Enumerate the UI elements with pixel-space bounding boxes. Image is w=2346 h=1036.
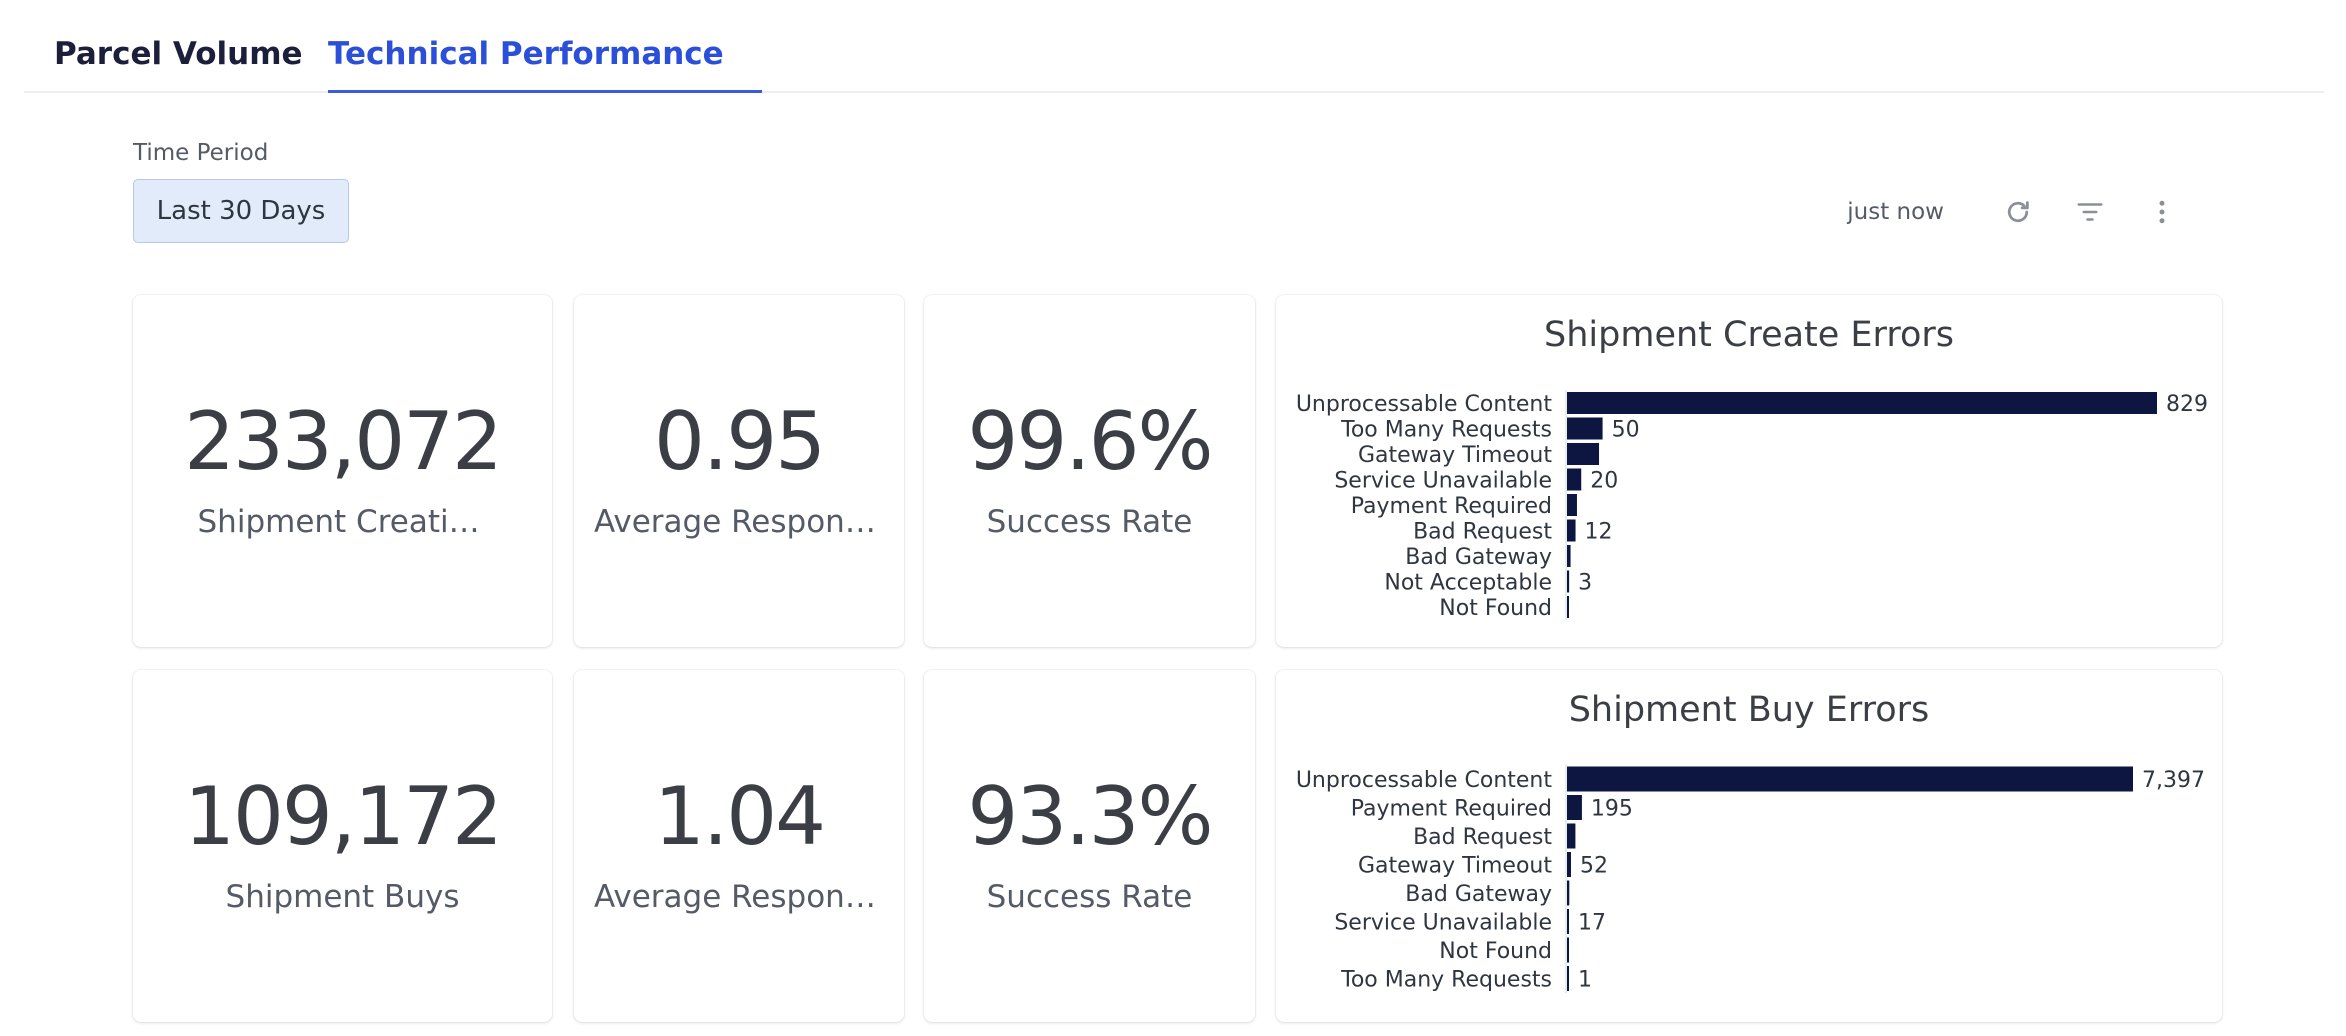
bar [1567, 468, 1582, 491]
data-label: 195 [1591, 797, 1633, 822]
last-updated-text: just now [1847, 199, 1944, 225]
bar [1567, 596, 1569, 618]
bar [1567, 823, 1576, 849]
kpi-label: Average Response... [594, 879, 884, 915]
category-label: Too Many Requests [1340, 418, 1552, 443]
bar [1567, 795, 1582, 820]
tab-technical-performance[interactable]: Technical Performance [328, 36, 762, 93]
category-label: Not Acceptable [1384, 571, 1552, 596]
category-label: Too Many Requests [1340, 968, 1552, 993]
category-label: Service Unavailable [1334, 911, 1552, 936]
kpi-card-create-success: 99.6% Success Rate [924, 295, 1255, 647]
kpi-value: 1.04 [653, 770, 826, 863]
time-period-select[interactable]: Last 30 Days [133, 179, 349, 243]
kpi-card-create-response: 0.95 Average Response... [574, 295, 904, 647]
bar [1567, 545, 1571, 567]
bar [1567, 570, 1570, 593]
kpi-value: 109,172 [184, 770, 503, 863]
data-label: 3 [1578, 571, 1592, 596]
kpi-value: 233,072 [184, 395, 503, 488]
bar [1567, 392, 2157, 414]
refresh-icon[interactable] [1996, 190, 2040, 234]
bar [1567, 417, 1603, 440]
category-label: Bad Gateway [1405, 882, 1552, 907]
category-label: Unprocessable Content [1296, 392, 1553, 417]
data-label: 1 [1578, 968, 1592, 993]
filter-icon[interactable] [2068, 190, 2112, 234]
data-label: 17 [1578, 911, 1606, 936]
more-vertical-icon[interactable] [2140, 190, 2184, 234]
data-label: 829 [2166, 392, 2208, 417]
bar [1567, 519, 1576, 542]
chart-title: Shipment Create Errors [1544, 315, 1954, 355]
chart-title: Shipment Buy Errors [1568, 690, 1930, 730]
category-label: Bad Request [1413, 825, 1552, 850]
time-period-label: Time Period [133, 140, 269, 166]
bar [1567, 880, 1570, 906]
tab-parcel-volume[interactable]: Parcel Volume [54, 36, 303, 72]
data-label: 50 [1612, 418, 1640, 443]
category-label: Gateway Timeout [1358, 443, 1552, 468]
bar [1567, 766, 2133, 792]
category-label: Bad Request [1413, 520, 1552, 545]
chart-card-buy-errors: Shipment Buy Errors Unprocessable Conten… [1276, 670, 2222, 1022]
tab-bar: Parcel Volume Technical Performance [24, 0, 2324, 93]
category-label: Not Found [1439, 596, 1552, 621]
data-label: 52 [1580, 854, 1608, 879]
kpi-label: Shipment Creations [197, 504, 488, 540]
kpi-card-buy-success: 93.3% Success Rate [924, 670, 1255, 1022]
category-label: Service Unavailable [1334, 469, 1552, 494]
category-label: Payment Required [1351, 797, 1552, 822]
kpi-label: Average Response... [594, 504, 884, 540]
category-label: Gateway Timeout [1358, 854, 1552, 879]
data-label: 12 [1585, 520, 1613, 545]
create-errors-chart: Unprocessable Content 829 Too Many Request… [1296, 390, 2208, 621]
data-label: 7,397 [2142, 768, 2205, 793]
data-label: 20 [1590, 469, 1618, 494]
category-label: Unprocessable Content [1296, 768, 1553, 793]
kpi-card-buy-response: 1.04 Average Response... [574, 670, 904, 1022]
kpi-label: Shipment Buys [225, 879, 460, 915]
bar [1567, 937, 1569, 963]
kpi-card-shipment-buys: 109,172 Shipment Buys [133, 670, 552, 1022]
category-label: Not Found [1439, 939, 1552, 964]
bar [1567, 966, 1569, 991]
buy-errors-chart: Unprocessable Content 7,397 Payment Requir… [1296, 764, 2205, 993]
kpi-value: 93.3% [967, 770, 1213, 863]
category-label: Payment Required [1351, 494, 1552, 519]
kpi-value: 0.95 [653, 395, 826, 488]
kpi-card-shipment-creations: 233,072 Shipment Creations [133, 295, 552, 647]
bar [1567, 909, 1569, 934]
category-label: Bad Gateway [1405, 545, 1552, 570]
bar [1567, 443, 1600, 465]
bar [1567, 852, 1571, 877]
bar [1567, 494, 1577, 516]
kpi-value: 99.6% [967, 395, 1213, 488]
dashboard-toolbar: just now [1847, 190, 2184, 234]
kpi-label: Success Rate [986, 504, 1193, 540]
kpi-label: Success Rate [986, 879, 1193, 915]
chart-card-create-errors: Shipment Create Errors Unprocessable Con… [1276, 295, 2222, 647]
